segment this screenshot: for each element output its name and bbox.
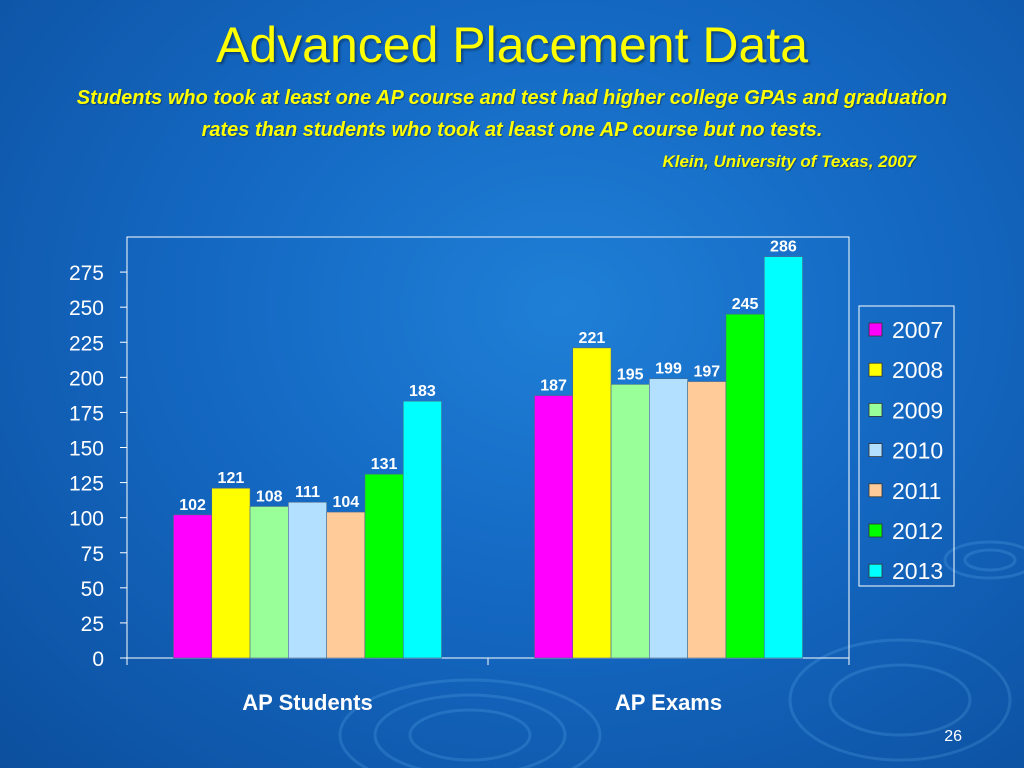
y-tick-label: 150: [69, 438, 104, 461]
bar: [725, 313, 765, 659]
legend-label: 2010: [892, 438, 943, 464]
bar: [326, 511, 366, 659]
legend-swatch: [868, 322, 883, 337]
citation: Klein, University of Texas, 2007: [662, 152, 916, 171]
y-tick-label: 175: [69, 402, 104, 425]
legend-label: 2013: [892, 558, 943, 584]
bar: [211, 487, 251, 659]
legend-label: 2007: [892, 317, 943, 343]
bar-data-label: 108: [256, 488, 283, 505]
y-tick-label: 125: [69, 473, 104, 496]
bar-data-label: 102: [179, 497, 206, 514]
bar: [173, 514, 213, 659]
bar-data-label: 104: [332, 494, 359, 511]
bar: [364, 473, 404, 659]
y-tick-label: 200: [69, 367, 104, 390]
legend-swatch: [868, 483, 883, 498]
bar: [249, 506, 289, 659]
legend-label: 2009: [892, 397, 943, 423]
bar: [402, 400, 442, 659]
y-tick-label: 75: [81, 543, 104, 566]
bar-data-label: 111: [295, 484, 320, 501]
bar-data-label: 195: [617, 366, 644, 383]
bar-data-label: 245: [732, 296, 759, 313]
legend-swatch: [868, 443, 883, 458]
legend-label: 2012: [892, 518, 943, 544]
bar-data-label: 121: [218, 470, 245, 487]
slide-subtitle: Students who took at least one AP course…: [76, 87, 948, 141]
page-number: 26: [944, 728, 962, 745]
legend-swatch: [868, 563, 883, 578]
y-tick-label: 50: [81, 578, 104, 601]
y-tick-label: 25: [81, 613, 104, 636]
x-category-label: AP Students: [242, 690, 372, 715]
y-tick-label: 0: [92, 648, 104, 671]
legend-swatch: [868, 523, 883, 538]
y-tick-label: 250: [69, 297, 104, 320]
bar: [763, 256, 803, 659]
legend-label: 2008: [892, 357, 943, 383]
legend-label: 2011: [892, 478, 941, 504]
bar: [534, 395, 574, 659]
bar-data-label: 221: [579, 330, 606, 347]
x-category-label: AP Exams: [615, 690, 722, 715]
bar-data-label: 199: [655, 361, 682, 378]
bar-data-label: 197: [693, 364, 720, 381]
bar-data-label: 131: [371, 456, 398, 473]
y-tick-label: 275: [69, 262, 104, 285]
legend-box: [858, 305, 955, 587]
slide-title: Advanced Placement Data: [215, 17, 809, 73]
bar: [572, 347, 612, 659]
bar: [649, 378, 688, 659]
legend-swatch: [868, 362, 883, 377]
y-tick-label: 225: [69, 332, 104, 355]
bar: [288, 501, 327, 659]
bar-data-label: 187: [540, 378, 567, 395]
bar: [687, 381, 727, 659]
bar-data-label: 286: [770, 239, 797, 256]
bar: [610, 384, 650, 659]
y-tick-label: 100: [69, 508, 104, 531]
bar-data-label: 183: [409, 383, 436, 400]
legend-swatch: [868, 402, 883, 417]
